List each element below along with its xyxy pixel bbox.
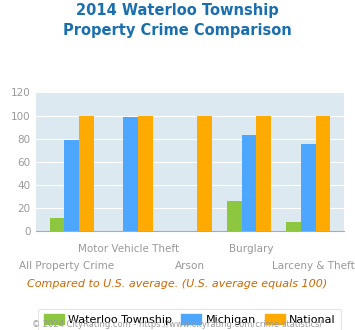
Bar — [197, 115, 212, 231]
Bar — [124, 117, 138, 231]
Bar — [79, 115, 94, 231]
Legend: Waterloo Township, Michigan, National: Waterloo Township, Michigan, National — [38, 309, 342, 330]
Bar — [301, 145, 316, 231]
Bar — [256, 115, 271, 231]
Bar — [50, 218, 64, 231]
Bar — [286, 222, 301, 231]
Bar — [242, 135, 256, 231]
Text: © 2024 CityRating.com - https://www.cityrating.com/crime-statistics/: © 2024 CityRating.com - https://www.city… — [32, 320, 323, 329]
Bar — [64, 140, 79, 231]
Text: Larceny & Theft: Larceny & Theft — [272, 261, 355, 271]
Text: Burglary: Burglary — [229, 244, 274, 254]
Bar — [316, 115, 330, 231]
Text: Arson: Arson — [175, 261, 205, 271]
Text: Compared to U.S. average. (U.S. average equals 100): Compared to U.S. average. (U.S. average … — [27, 279, 328, 289]
Text: All Property Crime: All Property Crime — [19, 261, 114, 271]
Bar — [138, 115, 153, 231]
Text: Motor Vehicle Theft: Motor Vehicle Theft — [78, 244, 179, 254]
Bar — [227, 201, 242, 231]
Text: 2014 Waterloo Township
Property Crime Comparison: 2014 Waterloo Township Property Crime Co… — [63, 3, 292, 38]
